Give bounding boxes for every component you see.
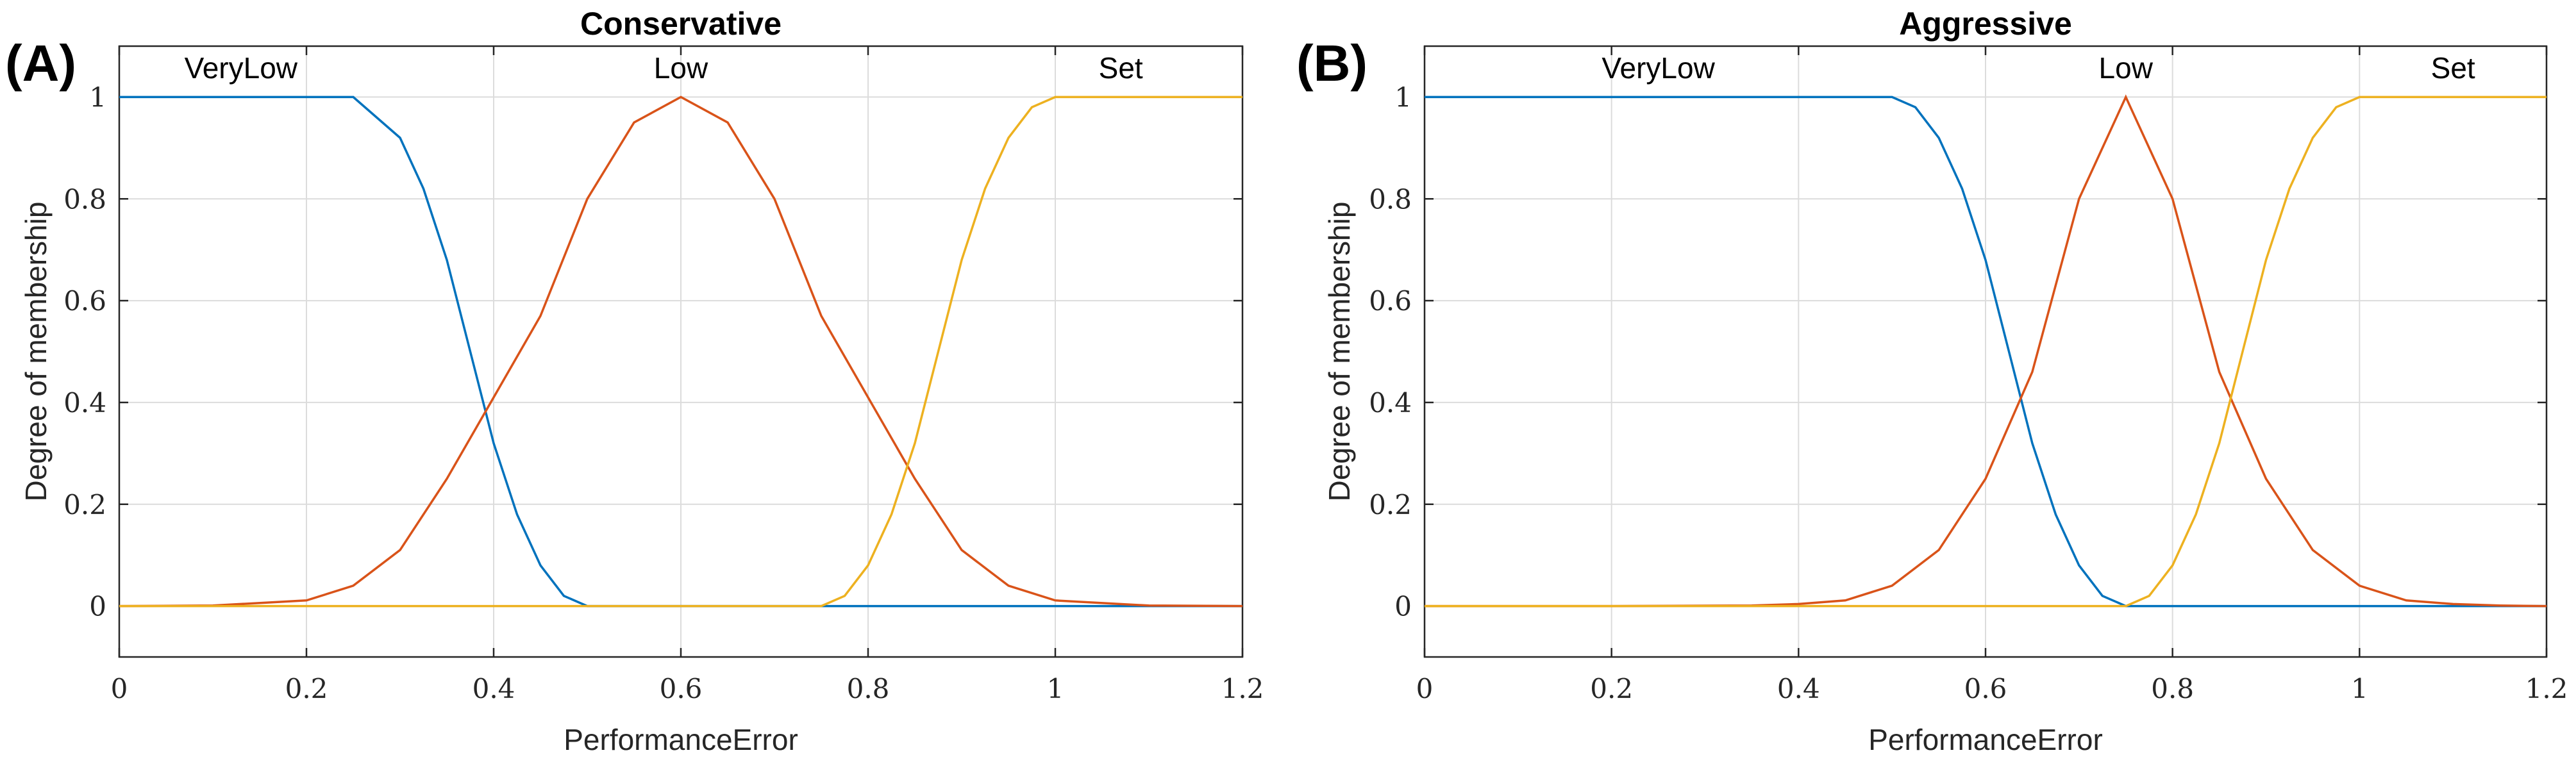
- x-axis-label: PerformanceError: [1868, 723, 2103, 756]
- y-tick-label: 0.2: [1369, 489, 1412, 520]
- y-tick-label: 0.2: [63, 489, 106, 520]
- panel-aggressive: 0 0.2 0.4 0.6 0.8 1 1.2 0 0.2 0.4 0.6 0.8 1 VeryLow Lo…: [1296, 6, 2568, 756]
- x-tick-label: 0.8: [2151, 673, 2194, 704]
- series-label-verylow: VeryLow: [1602, 51, 1715, 85]
- chart-title: Conservative: [580, 6, 782, 42]
- x-tick-label: 0.2: [285, 673, 328, 704]
- panel-label: (B): [1296, 35, 1367, 92]
- x-tick-label: 0.2: [1590, 673, 1633, 704]
- y-tick-label: 1: [1394, 81, 1412, 113]
- x-tick-label: 0.4: [473, 673, 515, 704]
- y-axis-label: Degree of membership: [19, 202, 53, 502]
- y-tick-label: 0.4: [1369, 387, 1412, 419]
- x-tick-label: 0.6: [1964, 673, 2007, 704]
- y-axis-label: Degree of membership: [1323, 202, 1356, 502]
- y-tick-label: 1: [89, 81, 106, 113]
- y-tick-label: 0.4: [63, 387, 106, 419]
- series-label-verylow: VeryLow: [185, 51, 298, 85]
- series-line-set: [1425, 96, 2547, 608]
- y-tick-label: 0.8: [1369, 183, 1412, 215]
- x-tick-label: 0: [1416, 673, 1434, 704]
- x-tick-label: 1.2: [2525, 673, 2568, 704]
- y-tick-label: 0: [1394, 591, 1412, 622]
- panel-label: (A): [5, 35, 76, 92]
- x-tick-label: 0.8: [847, 673, 890, 704]
- x-axis-label: PerformanceError: [564, 723, 798, 756]
- y-tick-label: 0.6: [63, 285, 106, 317]
- series-line-verylow: [1425, 96, 2547, 608]
- x-tick-label: 1.2: [1221, 673, 1264, 704]
- y-tick-label: 0.6: [1369, 285, 1412, 317]
- series-line-low: [1425, 94, 2547, 608]
- panel-conservative: 0 0.2 0.4 0.6 0.8 1 1.2 0 0.2 0.4 0.6 0.8 1 VeryLow Lo…: [5, 6, 1264, 756]
- series-label-set: Set: [2431, 51, 2475, 85]
- y-tick-label: 0: [89, 591, 106, 622]
- chart-title: Aggressive: [1899, 6, 2072, 42]
- x-tick-label: 1: [1047, 673, 1064, 704]
- series-label-set: Set: [1099, 51, 1143, 85]
- series-line-low: [119, 96, 1243, 608]
- series-label-low: Low: [654, 51, 708, 85]
- series-line-set: [119, 96, 1242, 608]
- y-tick-label: 0.8: [63, 183, 106, 215]
- x-tick-label: 0.6: [660, 673, 703, 704]
- series-label-low: Low: [2099, 51, 2154, 85]
- x-tick-label: 1: [2351, 673, 2368, 704]
- x-tick-label: 0.4: [1777, 673, 1820, 704]
- x-tick-label: 0: [111, 673, 128, 704]
